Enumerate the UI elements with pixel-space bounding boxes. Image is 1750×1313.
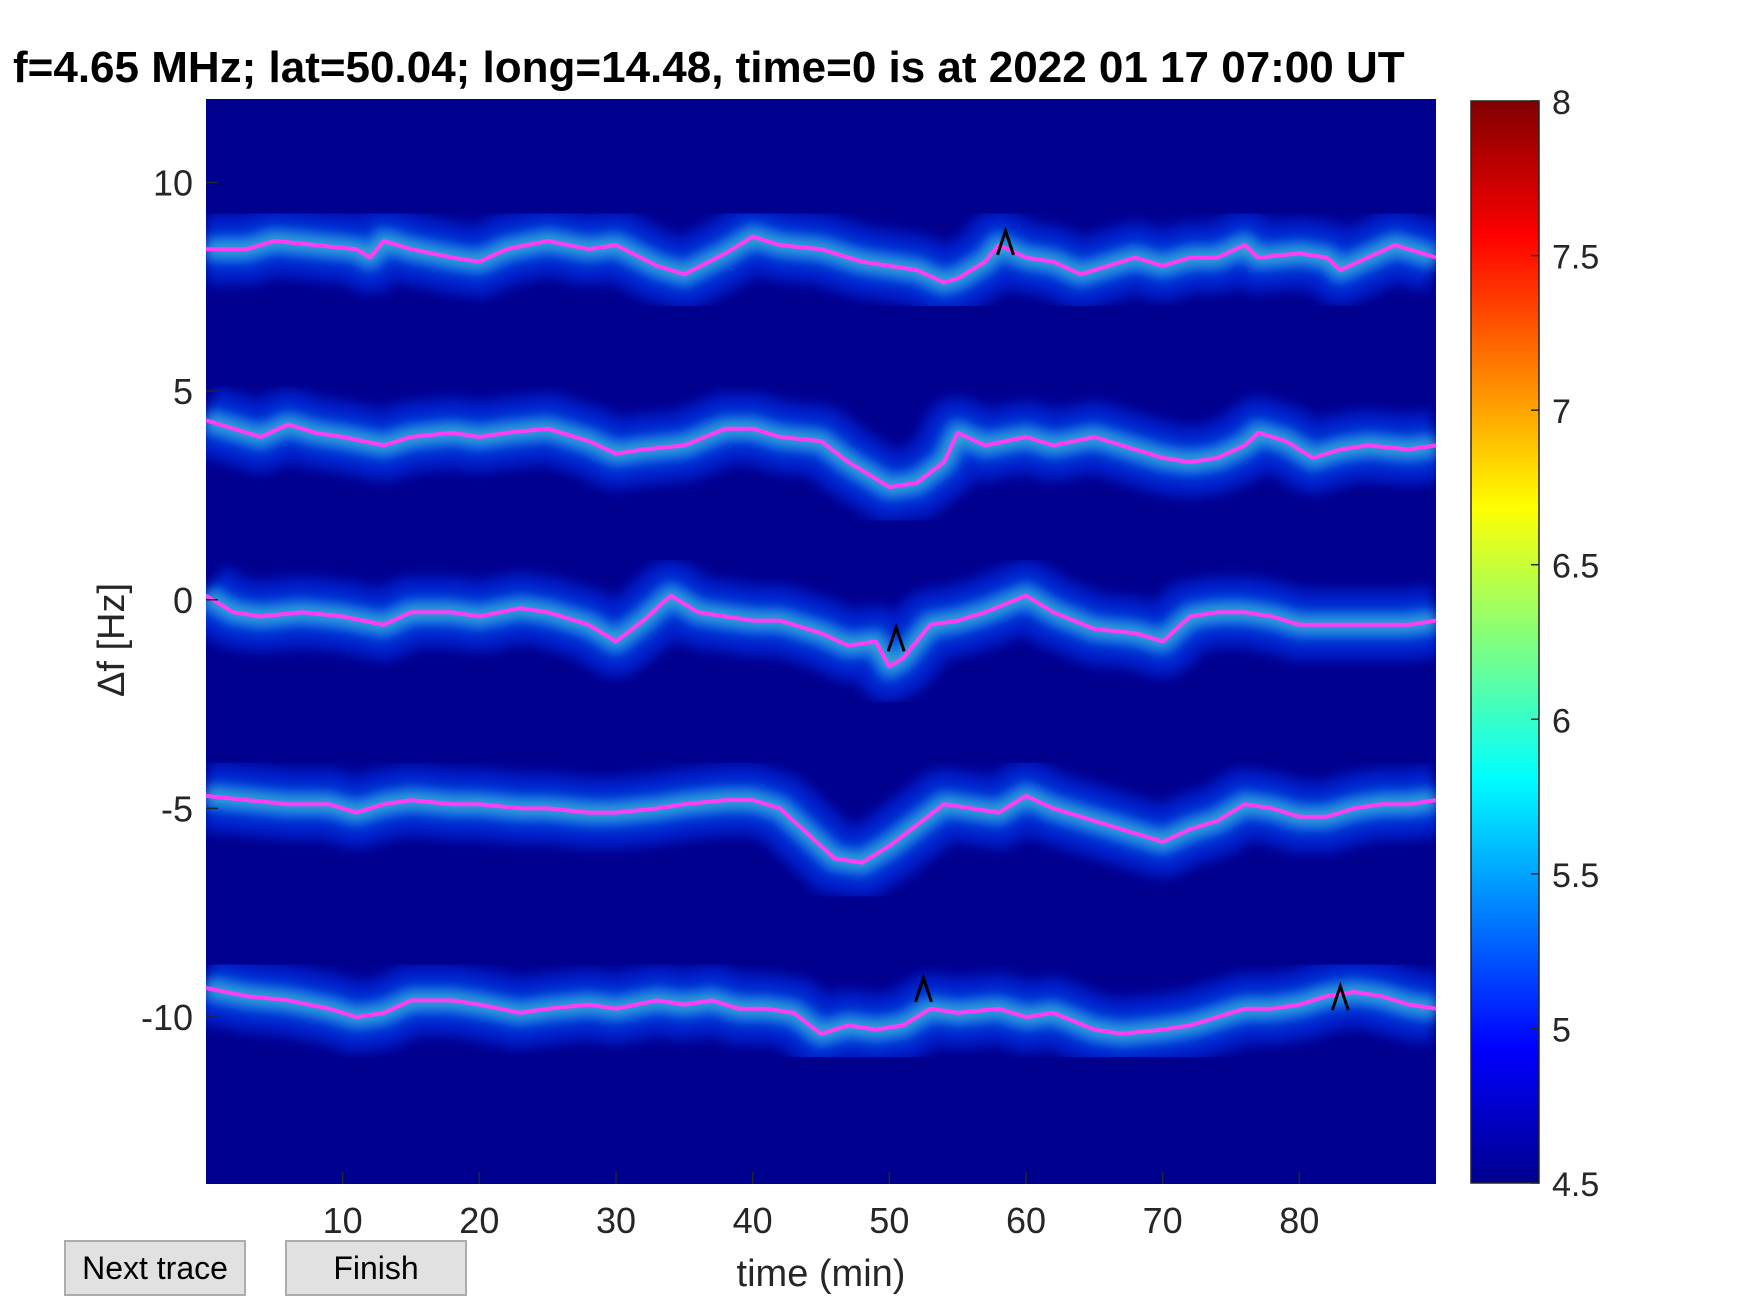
y-tick-label: 5 (173, 371, 193, 412)
trace-line-1 (206, 418, 1436, 490)
trace-marker-2 (914, 973, 933, 1003)
x-tick-label: 40 (733, 1200, 773, 1241)
x-tick-label: 60 (1006, 1200, 1046, 1241)
colorbar (1470, 100, 1540, 1184)
colorbar-tick-label: 4.5 (1552, 1166, 1599, 1204)
trace-markers (886, 226, 1350, 1011)
finish-button[interactable]: Finish (285, 1240, 467, 1296)
trace-marker-1 (886, 622, 906, 652)
doppler-traces (206, 234, 1436, 1036)
x-tick-label: 10 (323, 1200, 363, 1241)
trace-line-0 (206, 234, 1436, 285)
colorbar-tick-label: 5 (1552, 1011, 1571, 1049)
trace-line-2 (206, 593, 1436, 669)
y-axis-ticks: 10 5 0 -5 -10 (141, 162, 218, 1038)
x-tick-label: 30 (596, 1200, 636, 1241)
colorbar-tick-label: 8 (1552, 84, 1571, 122)
trace-line-3 (206, 793, 1436, 865)
x-tick-label: 70 (1143, 1200, 1183, 1241)
next-trace-button[interactable]: Next trace (64, 1240, 246, 1296)
y-tick-label: 0 (173, 580, 193, 621)
x-tick-label: 20 (459, 1200, 499, 1241)
y-axis-label: Δf [Hz] (91, 583, 133, 697)
x-tick-label: 80 (1279, 1200, 1319, 1241)
colorbar-tick-label: 6 (1552, 702, 1571, 740)
chart-title: f=4.65 MHz; lat=50.04; long=14.48, time=… (13, 43, 1405, 92)
x-axis-ticks: 10 20 30 40 50 60 70 80 (323, 1172, 1319, 1241)
colorbar-tick-label: 5.5 (1552, 857, 1599, 895)
colorbar-tick-label: 7.5 (1552, 239, 1599, 277)
x-tick-label: 50 (869, 1200, 909, 1241)
colorbar-tick-label: 6.5 (1552, 548, 1599, 586)
trace-line-4 (206, 985, 1436, 1036)
x-axis-label: time (min) (737, 1253, 906, 1295)
trace-marker-3 (1330, 981, 1350, 1011)
y-tick-label: -10 (141, 997, 193, 1038)
trace-marker-0 (996, 226, 1015, 256)
y-tick-label: 10 (153, 162, 193, 203)
y-tick-label: -5 (161, 788, 193, 829)
colorbar-ticks: 8 7.5 7 6.5 6 5.5 5 4.5 (1531, 84, 1599, 1204)
colorbar-tick-label: 7 (1552, 393, 1571, 431)
